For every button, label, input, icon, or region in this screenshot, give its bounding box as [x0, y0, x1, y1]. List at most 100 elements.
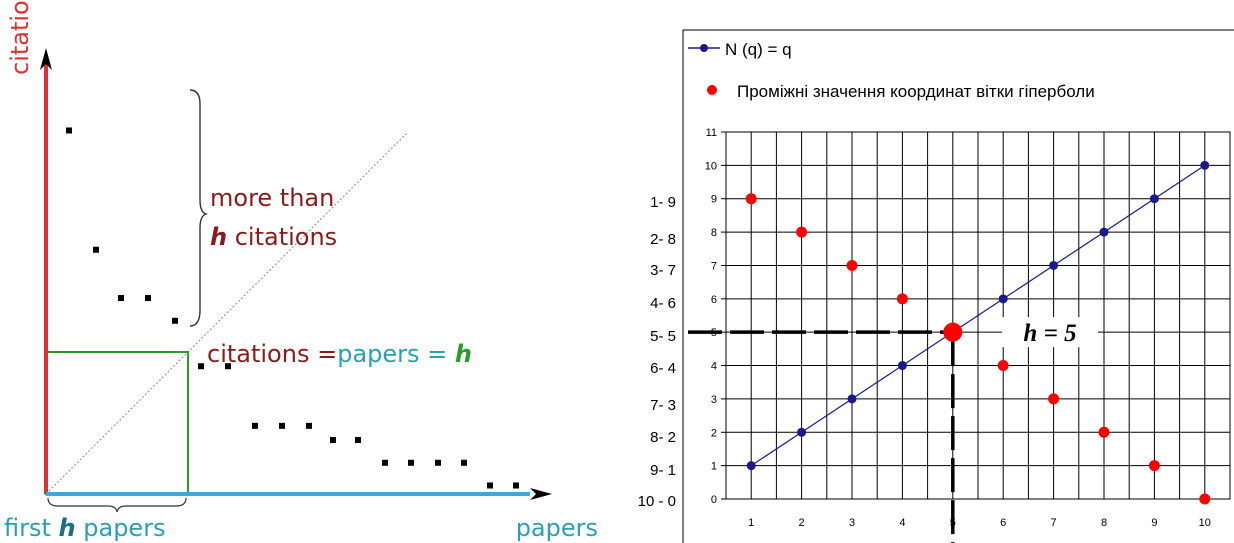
legend-red-marker: [707, 85, 717, 95]
papers-label: papers: [76, 514, 166, 542]
more-than-citations: citations: [227, 223, 337, 251]
left-data-point: [279, 422, 285, 429]
x-tick-label: 8: [1101, 517, 1107, 529]
series-1-point: [1099, 227, 1109, 237]
h-dashed-guides: [688, 330, 955, 543]
left-data-point: [225, 363, 231, 370]
series-1-point: [998, 294, 1008, 304]
eq-papers: papers: [337, 340, 419, 368]
more-than-h: h: [210, 223, 227, 251]
eq-h: h: [455, 340, 472, 368]
left-data-point: [513, 482, 519, 489]
y-tick-label: 2: [711, 427, 717, 439]
eq-equals-2: =: [420, 340, 455, 368]
series-2-point: [997, 360, 1009, 372]
series-1-point: [746, 461, 756, 471]
x-tick-label: 9: [1151, 517, 1157, 529]
row-label: 8- 2: [650, 429, 676, 446]
more-than-h-brace: [189, 89, 209, 327]
left-data-point: [330, 437, 336, 444]
left-data-point: [93, 246, 99, 253]
left-data-point: [355, 437, 361, 444]
y-tick-label: 4: [711, 361, 717, 373]
row-label: 5- 5: [650, 328, 676, 345]
eq-equals-1: =: [309, 340, 337, 368]
series-1-line: [750, 164, 1206, 467]
series-line: [750, 164, 1206, 467]
first-h: h: [59, 514, 76, 542]
legend-series-2: Проміжні значення координат вітки гіперб…: [737, 82, 1095, 101]
left-points-group: [66, 127, 519, 489]
series-2-point: [745, 193, 757, 205]
h-equation: citations =papers = h: [207, 340, 472, 368]
row-label: 10 - 0: [638, 493, 676, 510]
series-1-point: [1049, 260, 1059, 270]
series-2-point: [1148, 460, 1160, 472]
y-tick-label: 9: [711, 194, 717, 206]
y-tick-label: 7: [711, 260, 717, 272]
left-data-point: [461, 459, 467, 466]
series-2-point: [1048, 393, 1060, 405]
x-tick-label: 6: [1000, 517, 1006, 529]
y-axis-label: citations: [6, 0, 34, 75]
x-tick-label: 1: [748, 517, 754, 529]
left-data-point: [172, 317, 178, 324]
first-h-papers-brace: [47, 497, 187, 513]
series-2-point: [846, 259, 858, 271]
row-label: 4- 6: [650, 295, 676, 312]
x-tick-label: 4: [899, 517, 905, 529]
plot-area: [725, 131, 1231, 500]
eq-citations: citations: [207, 340, 309, 368]
row-label: 2- 8: [650, 231, 676, 248]
row-label: 3- 7: [650, 262, 676, 279]
annotation-text: h = 5: [1023, 320, 1076, 347]
left-data-point: [118, 295, 124, 302]
x-tick-label: 3: [849, 517, 855, 529]
y-tick-label: 6: [711, 294, 717, 306]
left-data-point: [145, 295, 151, 302]
plot-frame: [725, 131, 1231, 500]
legend: N (q) = q Проміжні значення координат ві…: [688, 40, 1095, 101]
series-2-point: [1199, 493, 1211, 505]
left-data-point: [198, 363, 204, 370]
h-index-illustration: citations more than h citations citation…: [4, 0, 598, 542]
series-1-point: [847, 394, 857, 404]
left-data-point: [306, 422, 312, 429]
first-label: first: [4, 514, 59, 542]
first-h-papers-label: first h papers: [4, 514, 166, 542]
x-tick-label: 7: [1051, 517, 1057, 529]
y-axis-arrowhead: [40, 48, 52, 70]
series-1-point: [797, 427, 807, 437]
row-label: 1- 9: [650, 194, 676, 211]
x-tick-label: 10: [1199, 517, 1211, 529]
y-tick-label: 8: [711, 227, 717, 239]
row-label: 6- 4: [650, 360, 676, 377]
h-highlight-point: [943, 322, 963, 342]
row-label: 9- 1: [650, 462, 676, 479]
chart-points: [745, 160, 1211, 505]
y-tick-label: 1: [711, 461, 717, 473]
series-1-point: [1200, 160, 1210, 170]
y-tick-label: 11: [706, 127, 717, 139]
annotation-box: [1002, 317, 1098, 348]
legend-blue-marker: [700, 44, 708, 52]
series-2-point: [1098, 426, 1110, 438]
left-data-point: [408, 459, 414, 466]
y-tick-label: 0: [711, 494, 717, 506]
series-2-point: [796, 226, 808, 238]
chart-border: [682, 29, 1234, 543]
left-data-point: [382, 459, 388, 466]
y-tick-label: 10: [705, 160, 717, 172]
h-annotation: h = 5: [1002, 317, 1098, 348]
x-tick-label: 2: [799, 517, 805, 529]
left-data-point: [487, 482, 493, 489]
y-tick-label: 3: [711, 394, 717, 406]
x-axis-label: papers: [516, 514, 598, 542]
series-1-point: [897, 361, 907, 371]
left-data-point: [66, 127, 72, 134]
diagonal-dotted-line: [45, 131, 409, 495]
more-than-line2: h citations: [210, 223, 337, 251]
h-index-chart: N (q) = q Проміжні значення координат ві…: [682, 29, 1234, 543]
series-1-point: [1149, 194, 1159, 204]
